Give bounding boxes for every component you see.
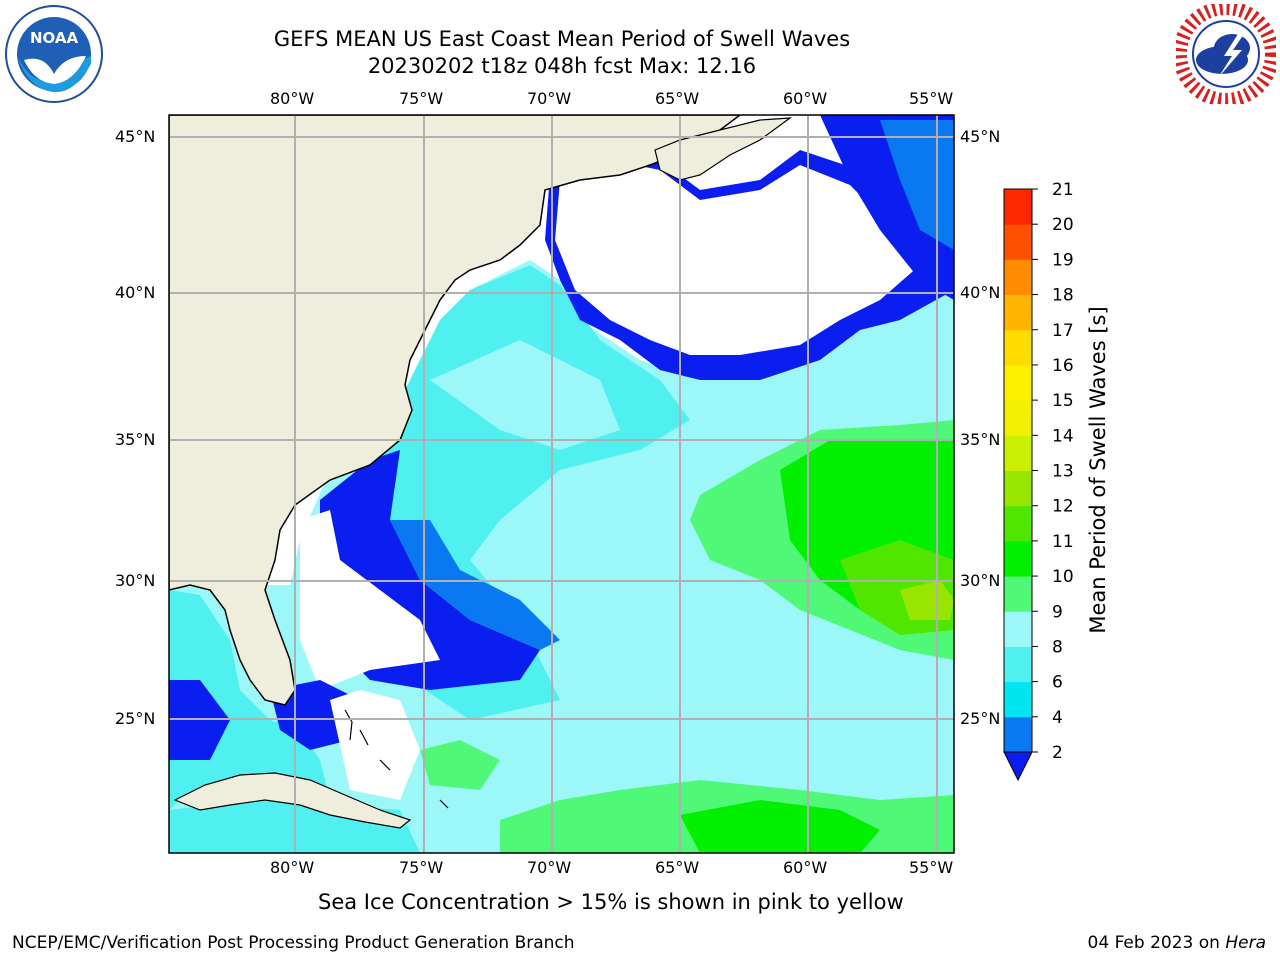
lat-tick-right: 35°N — [960, 430, 1001, 449]
lat-tick-left: 40°N — [115, 283, 156, 302]
colorbar-tick-label: 21 — [1052, 180, 1074, 200]
footer-organization: NCEP/EMC/Verification Post Processing Pr… — [12, 933, 575, 953]
colorbar-tick-label: 20 — [1052, 215, 1074, 235]
colorbar-cell — [1004, 470, 1032, 507]
lon-tick-bottom: 55°W — [909, 858, 954, 877]
colorbar-ticks: 2 4 6 8 9 10 11 12 13 14 15 16 17 18 19 20 21 — [1032, 180, 1074, 763]
footer-date: 04 Feb 2023 on Hera — [1088, 933, 1266, 953]
footer-host: Hera — [1225, 933, 1266, 953]
map-title: GEFS MEAN US East Coast Mean Period of S… — [273, 27, 851, 51]
colorbar-tick-label: 17 — [1052, 321, 1074, 341]
colorbar-tick-label: 15 — [1052, 391, 1074, 411]
swell-field-coastal-cyan — [390, 520, 560, 650]
land-bahamas — [344, 709, 449, 809]
swell-field-light — [430, 340, 620, 450]
colorbar-cell — [1004, 400, 1032, 436]
lon-tick-bottom: 80°W — [270, 858, 315, 877]
lat-tick-right: 30°N — [960, 571, 1001, 590]
colorbar-tick-label: 4 — [1052, 708, 1063, 728]
colorbar — [1004, 189, 1032, 753]
map-area — [169, 115, 954, 853]
swell-field-caribbean-green — [420, 740, 500, 790]
land-cuba — [173, 772, 412, 829]
no-data-florida — [300, 510, 440, 690]
lat-tick-left: 35°N — [115, 430, 156, 449]
lon-tick-top: 70°W — [527, 89, 572, 108]
lat-tick-right: 45°N — [960, 127, 1001, 146]
lat-tick-left: 30°N — [115, 571, 156, 590]
lon-tick-bottom: 75°W — [399, 858, 444, 877]
lat-tick-left: 45°N — [115, 127, 156, 146]
colorbar-cell — [1004, 224, 1032, 260]
colorbar-underflow-triangle — [1003, 751, 1033, 782]
lon-tick-top: 65°W — [655, 89, 700, 108]
lon-tick-bottom: 60°W — [783, 858, 828, 877]
noaa-logo-icon: NOAA — [5, 5, 103, 103]
colorbar-cell — [1004, 364, 1032, 401]
colorbar-tick-label: 9 — [1052, 602, 1063, 622]
sea-ice-footnote: Sea Ice Concentration > 15% is shown in … — [318, 890, 904, 914]
colorbar-cell — [1004, 505, 1032, 542]
colorbar-tick-label: 14 — [1052, 426, 1074, 446]
colorbar-cell — [1004, 611, 1032, 647]
colorbar-tick-label: 10 — [1052, 567, 1074, 587]
lon-tick-top: 75°W — [399, 89, 444, 108]
colorbar-tick-label: 19 — [1052, 250, 1074, 270]
swell-field-south-core — [680, 800, 880, 853]
lon-tick-top: 60°W — [783, 89, 828, 108]
colorbar-tick-label: 11 — [1052, 532, 1074, 552]
lat-tick-right: 40°N — [960, 283, 1001, 302]
colorbar-cell — [1004, 540, 1032, 577]
colorbar-tick-label: 13 — [1052, 462, 1074, 482]
lon-tick-bottom: 70°W — [527, 858, 572, 877]
colorbar-tick-label: 2 — [1052, 743, 1063, 763]
colorbar-tick-label: 8 — [1052, 637, 1063, 657]
lat-tick-right: 25°N — [960, 709, 1001, 728]
no-data-north-white — [555, 160, 920, 355]
lon-tick-top: 55°W — [909, 89, 954, 108]
lat-tick-left: 25°N — [115, 709, 156, 728]
footer-date-text: 04 Feb 2023 on — [1087, 933, 1220, 953]
colorbar-cell — [1004, 716, 1032, 753]
lon-tick-top: 80°W — [270, 89, 315, 108]
land-us — [169, 115, 742, 706]
colorbar-label: Mean Period of Swell Waves [s] — [1086, 306, 1110, 634]
no-data-bahamas — [330, 690, 420, 800]
colorbar-cell — [1004, 576, 1032, 612]
nws-logo-icon — [1176, 4, 1276, 104]
colorbar-cell — [1004, 435, 1032, 471]
colorbar-cell — [1004, 329, 1032, 366]
colorbar-cell — [1004, 681, 1032, 718]
colorbar-tick-label: 18 — [1052, 286, 1074, 306]
svg-text:NOAA: NOAA — [30, 29, 79, 47]
map-frame — [168, 114, 955, 854]
swell-field-ne-cyan — [880, 120, 954, 250]
map-gridlines — [169, 115, 954, 853]
colorbar-cell — [1004, 189, 1032, 225]
land-nova-scotia — [654, 117, 793, 181]
colorbar-cell — [1004, 294, 1032, 331]
colorbar-tick-label: 16 — [1052, 356, 1074, 376]
colorbar-cell — [1004, 646, 1032, 683]
swell-field-east-peak — [900, 580, 954, 620]
lon-tick-bottom: 65°W — [655, 858, 700, 877]
colorbar-tick-label: 6 — [1052, 673, 1063, 693]
colorbar-tick-label: 12 — [1052, 497, 1074, 517]
map-subtitle: 20230202 t18z 048h fcst Max: 12.16 — [367, 54, 757, 78]
colorbar-cell — [1004, 259, 1032, 296]
